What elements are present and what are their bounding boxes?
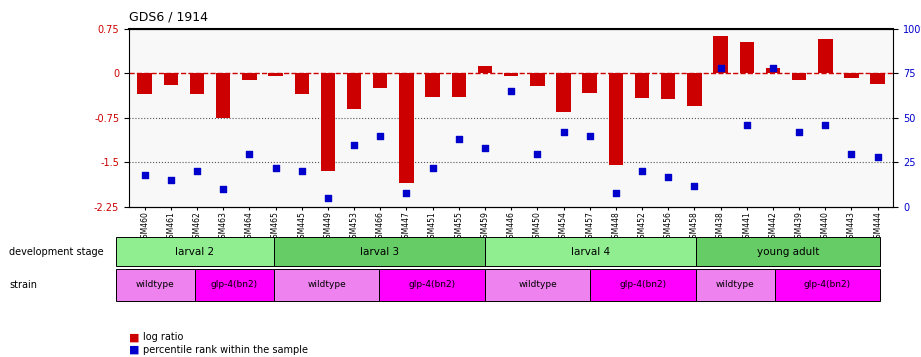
Text: log ratio: log ratio [143, 332, 183, 342]
Point [609, 190, 624, 196]
Bar [137, 73, 152, 94]
Point [216, 186, 230, 192]
Point [268, 165, 283, 171]
Point [451, 136, 466, 142]
Point [818, 122, 833, 128]
Point [242, 151, 257, 156]
Point [713, 65, 728, 71]
Point [399, 190, 414, 196]
Bar [190, 73, 204, 94]
Text: ■: ■ [129, 345, 139, 355]
Point [295, 169, 309, 174]
Bar [268, 73, 283, 76]
Bar [164, 73, 178, 85]
Text: ▶: ▶ [121, 247, 128, 257]
Point [687, 183, 702, 188]
Bar [714, 36, 728, 73]
Point [582, 133, 597, 139]
Point [845, 151, 859, 156]
Bar [845, 73, 858, 78]
Text: young adult: young adult [757, 247, 819, 257]
Text: GDS6 / 1914: GDS6 / 1914 [129, 11, 208, 24]
Bar [818, 39, 833, 73]
Bar [216, 73, 230, 118]
Point [478, 145, 493, 151]
Point [373, 133, 388, 139]
Text: strain: strain [9, 280, 37, 290]
Text: wildtype: wildtype [136, 280, 175, 290]
Text: glp-4(bn2): glp-4(bn2) [409, 280, 456, 290]
Bar [792, 73, 806, 80]
Point [321, 195, 335, 201]
Point [530, 151, 544, 156]
Bar [687, 73, 702, 106]
Point [870, 154, 885, 160]
Point [504, 88, 519, 94]
Point [556, 129, 571, 135]
Text: glp-4(bn2): glp-4(bn2) [211, 280, 258, 290]
Bar [870, 73, 885, 84]
Text: wildtype: wildtype [716, 280, 754, 290]
Text: glp-4(bn2): glp-4(bn2) [620, 280, 667, 290]
Point [661, 174, 676, 180]
Point [426, 165, 440, 171]
Bar [426, 73, 440, 97]
Text: larval 3: larval 3 [360, 247, 399, 257]
Bar [504, 73, 519, 76]
Bar [295, 73, 309, 94]
Text: larval 2: larval 2 [175, 247, 215, 257]
Text: development stage: development stage [9, 247, 104, 257]
Bar [347, 73, 361, 109]
Text: ▶: ▶ [121, 280, 128, 290]
Bar [556, 73, 571, 112]
Text: wildtype: wildtype [308, 280, 346, 290]
Bar [373, 73, 388, 88]
Text: percentile rank within the sample: percentile rank within the sample [143, 345, 308, 355]
Bar [582, 73, 597, 93]
Bar [609, 73, 624, 165]
Bar [530, 73, 544, 86]
Text: larval 4: larval 4 [571, 247, 610, 257]
Point [346, 142, 361, 147]
Bar [478, 66, 492, 73]
Bar [399, 73, 414, 183]
Text: wildtype: wildtype [519, 280, 557, 290]
Point [792, 129, 807, 135]
Bar [635, 73, 649, 98]
Point [740, 122, 754, 128]
Bar [765, 69, 780, 73]
Bar [451, 73, 466, 97]
Bar [321, 73, 335, 171]
Text: glp-4(bn2): glp-4(bn2) [804, 280, 851, 290]
Point [163, 177, 178, 183]
Bar [661, 73, 675, 99]
Bar [740, 42, 754, 73]
Point [190, 169, 204, 174]
Bar [242, 73, 257, 80]
Point [765, 65, 780, 71]
Point [137, 172, 152, 178]
Text: ■: ■ [129, 332, 139, 342]
Point [635, 169, 649, 174]
